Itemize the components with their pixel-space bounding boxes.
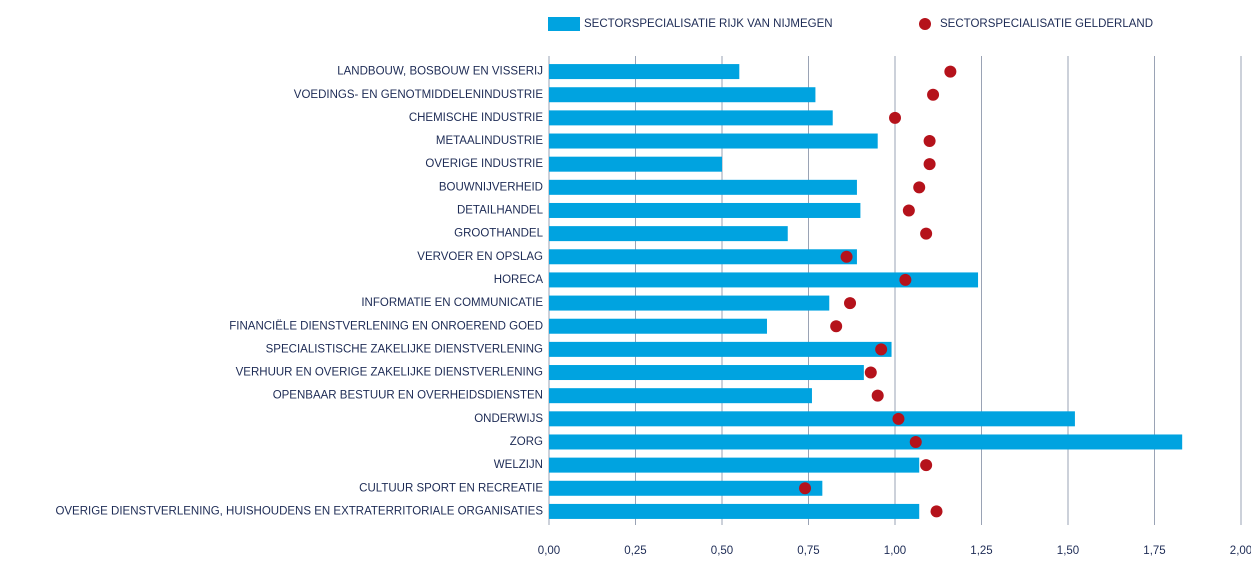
bar [549, 202, 861, 218]
x-tick-label: 2,00 [1230, 545, 1251, 557]
dot [920, 459, 933, 472]
x-tick-label: 0,25 [624, 545, 646, 557]
bar [549, 457, 920, 473]
y-tick-label: LANDBOUW, BOSBOUW EN VISSERIJ [337, 66, 543, 78]
bar [549, 365, 864, 381]
bar [549, 388, 812, 404]
bar [549, 411, 1075, 427]
y-tick-label: INFORMATIE EN COMMUNICATIE [361, 297, 543, 309]
dot [923, 158, 936, 171]
bar [549, 64, 740, 80]
bar [549, 272, 979, 288]
bar [549, 434, 1183, 450]
dot [927, 88, 940, 101]
dot [840, 250, 853, 263]
x-tick-label: 0,75 [797, 545, 819, 557]
legend-swatch [548, 17, 580, 31]
y-tick-label: ONDERWIJS [474, 413, 543, 425]
y-tick-label: CHEMISCHE INDUSTRIE [409, 112, 544, 124]
y-tick-label: OVERIGE DIENSTVERLENING, HUISHOUDENS EN … [55, 505, 543, 517]
dot [871, 389, 884, 402]
dot [864, 366, 877, 379]
bar [549, 179, 857, 195]
legend-label: SECTORSPECIALISATIE RIJK VAN NIJMEGEN [584, 18, 833, 30]
dot [909, 435, 922, 448]
bar [549, 341, 892, 357]
bar [549, 110, 833, 126]
dot [892, 412, 905, 425]
dot [920, 227, 933, 240]
y-tick-label: CULTUUR SPORT EN RECREATIE [359, 482, 543, 494]
dot [799, 482, 812, 495]
y-tick-label: SPECIALISTISCHE ZAKELIJKE DIENSTVERLENIN… [266, 343, 543, 355]
dot [889, 111, 901, 124]
y-tick-label: ZORG [510, 436, 543, 448]
y-tick-label: VOEDINGS- EN GENOTMIDDELENINDUSTRIE [294, 89, 544, 101]
dot [902, 204, 915, 217]
bar [549, 318, 767, 334]
x-tick-label: 1,50 [1057, 545, 1079, 557]
y-tick-label: BOUWNIJVERHEID [439, 181, 543, 193]
bar [549, 156, 722, 172]
dot [913, 181, 926, 194]
dot [875, 343, 888, 356]
legend-swatch [919, 18, 931, 30]
x-tick-label: 1,75 [1143, 545, 1165, 557]
dot [844, 297, 857, 310]
dot [930, 505, 943, 518]
y-tick-label: METAALINDUSTRIE [436, 135, 543, 147]
y-tick-label: FINANCIËLE DIENSTVERLENING EN ONROEREND … [229, 320, 543, 332]
x-tick-label: 1,00 [884, 545, 906, 557]
y-tick-label: VERVOER EN OPSLAG [417, 251, 543, 263]
y-tick-label: OVERIGE INDUSTRIE [425, 158, 543, 170]
dot [830, 320, 843, 333]
bar [549, 87, 816, 103]
bar [549, 503, 920, 519]
y-tick-label: OPENBAAR BESTUUR EN OVERHEIDSDIENSTEN [273, 390, 543, 402]
dot [899, 273, 912, 286]
x-tick-label: 0,50 [711, 545, 733, 557]
y-tick-label: VERHUUR EN OVERIGE ZAKELIJKE DIENSTVERLE… [236, 367, 543, 379]
bar [549, 133, 878, 149]
y-tick-label: HORECA [494, 274, 544, 286]
dot [944, 65, 957, 78]
y-tick-label: WELZIJN [494, 459, 543, 471]
dot [923, 135, 936, 148]
x-tick-label: 0,00 [538, 545, 560, 557]
legend-label: SECTORSPECIALISATIE GELDERLAND [940, 18, 1153, 30]
bar [549, 249, 857, 265]
x-tick-label: 1,25 [970, 545, 992, 557]
bar [549, 226, 788, 242]
y-tick-label: GROOTHANDEL [454, 228, 543, 240]
bar [549, 295, 830, 311]
bar [549, 480, 823, 496]
y-tick-label: DETAILHANDEL [457, 205, 544, 217]
